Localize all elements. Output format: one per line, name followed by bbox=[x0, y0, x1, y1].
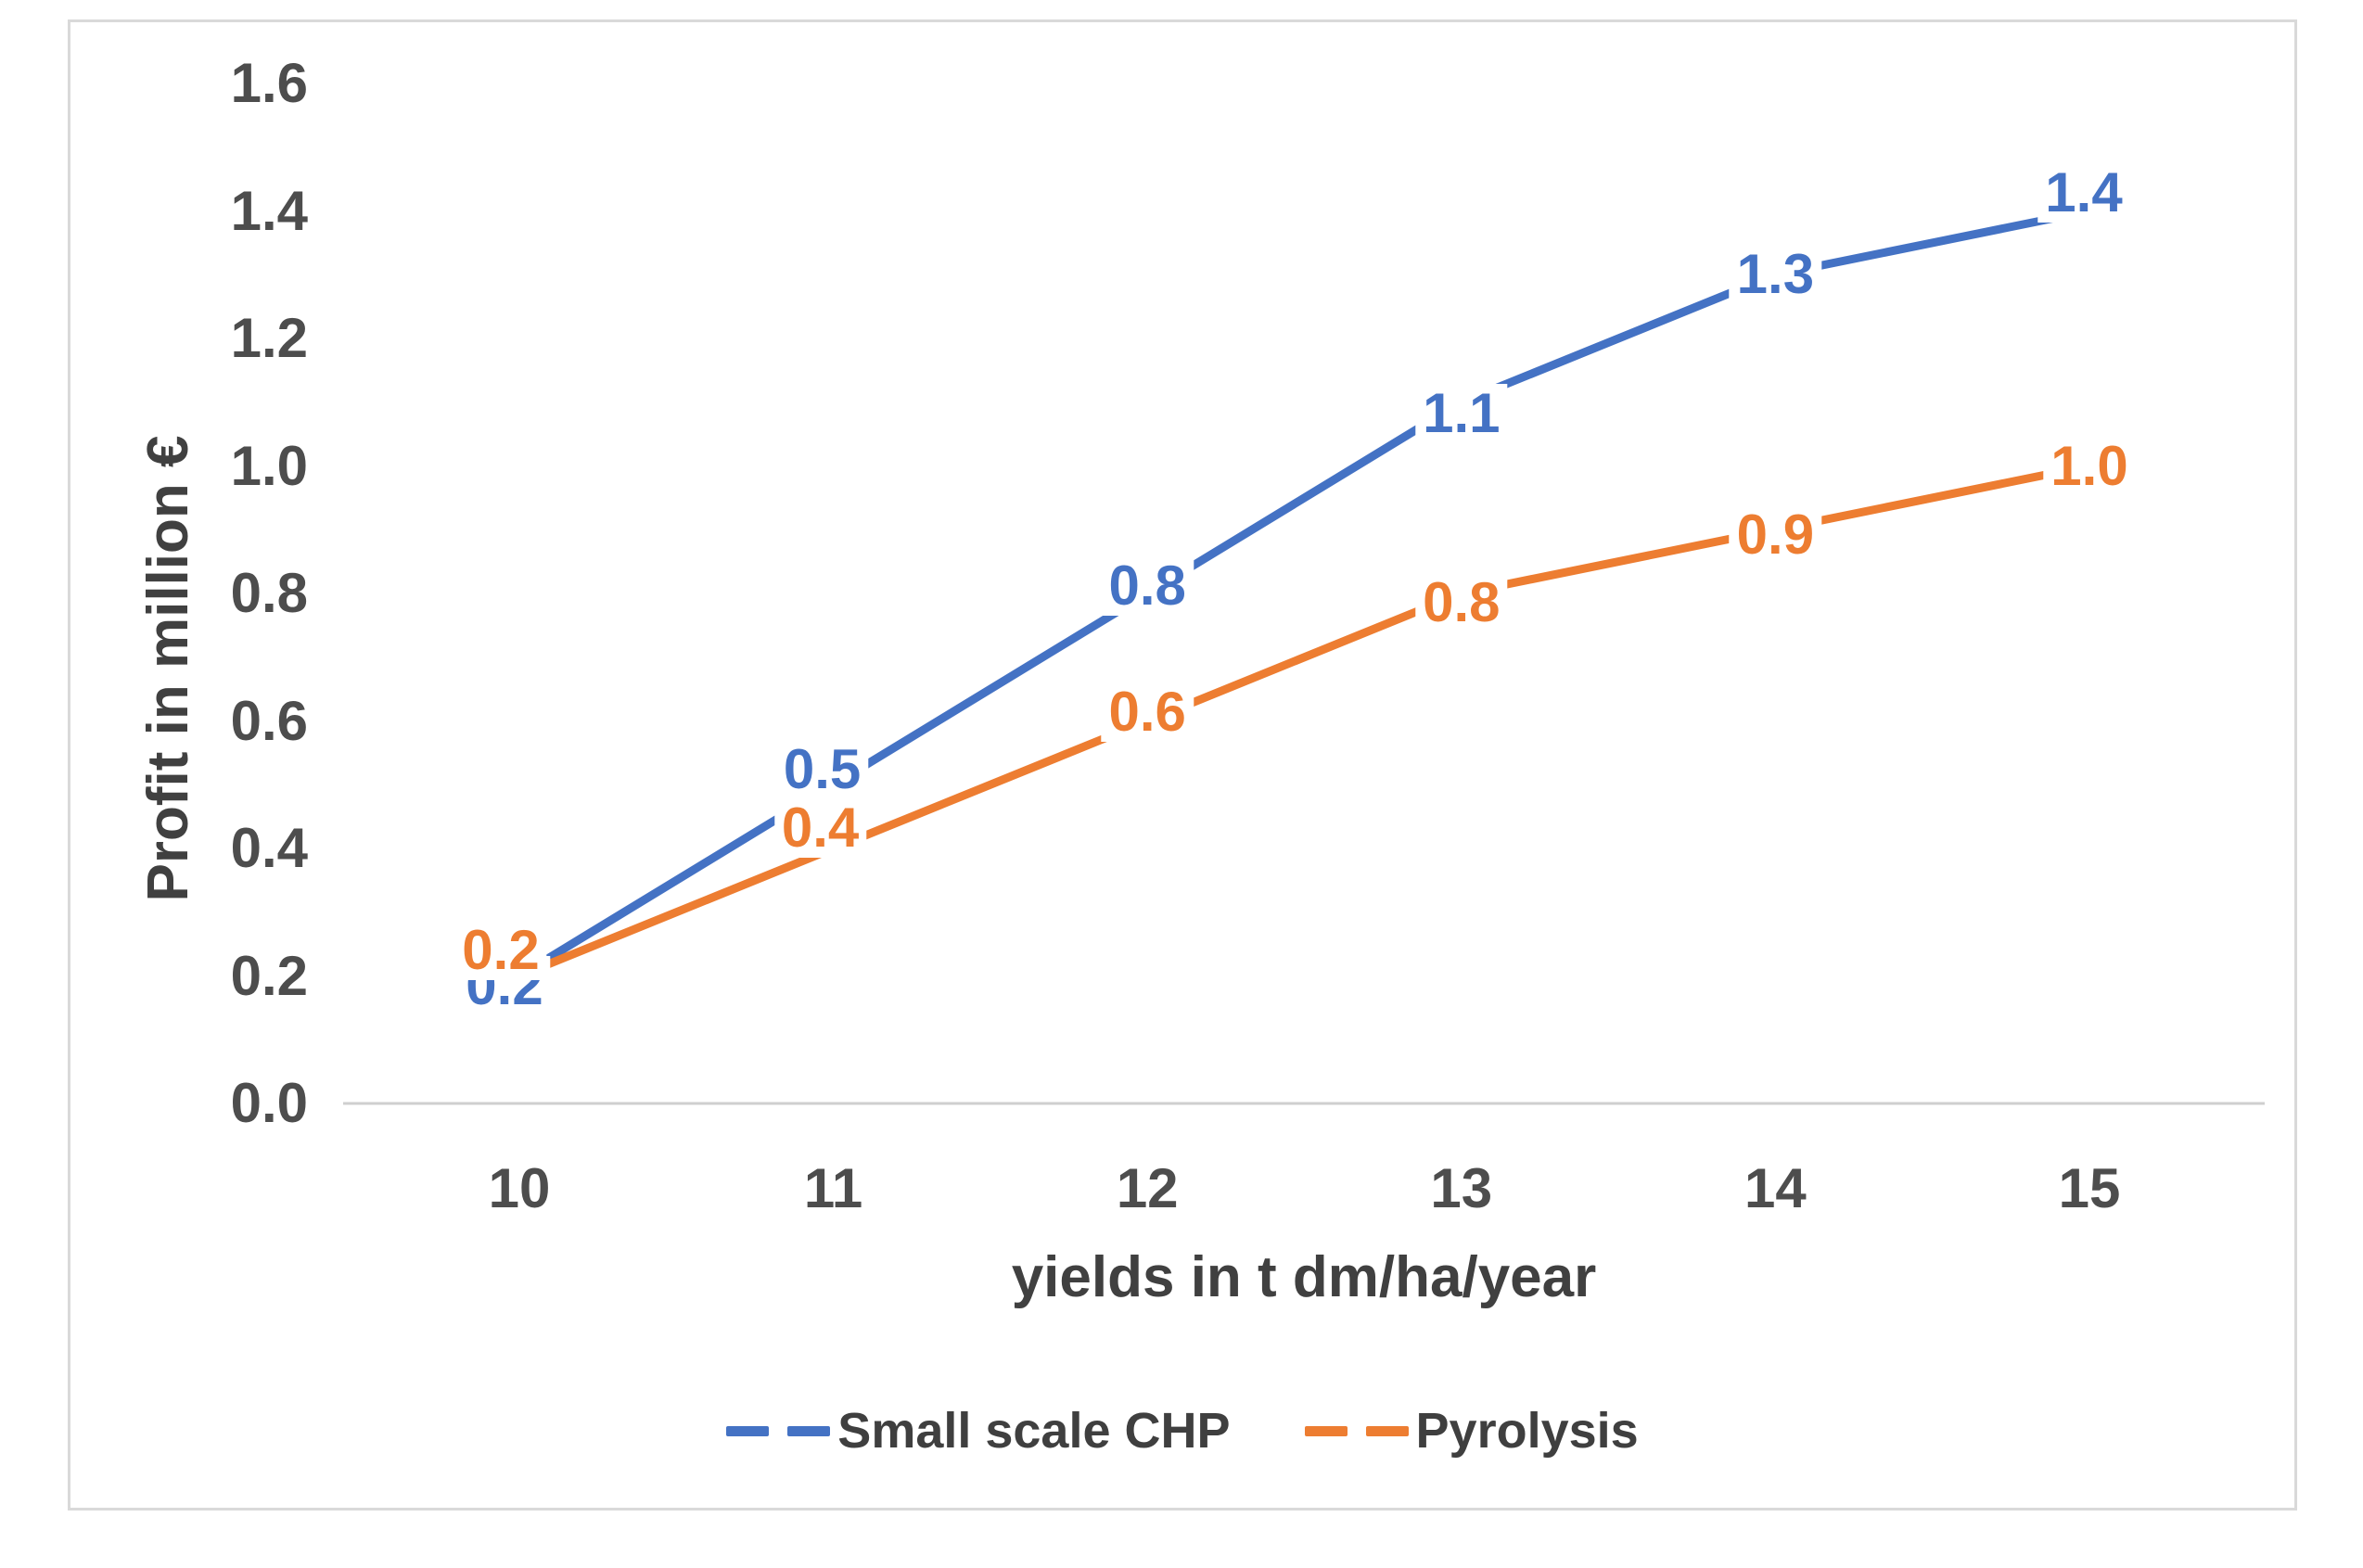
y-axis-tick-label: 0.2 bbox=[230, 944, 308, 1007]
data-label-small-scale-chp-15: 1.4 bbox=[2037, 162, 2130, 223]
data-label-pyrolysis-10: 0.2 bbox=[454, 920, 547, 980]
x-axis-title: yields in t dm/ha/year bbox=[1011, 1245, 1597, 1309]
legend-item-pyrolysis: Pyrolysis bbox=[1304, 1402, 1639, 1460]
data-label-small-scale-chp-13: 1.1 bbox=[1415, 383, 1508, 443]
data-label-pyrolysis-15: 1.0 bbox=[2043, 436, 2136, 496]
y-axis-tick-label: 0.4 bbox=[230, 817, 308, 879]
data-label-small-scale-chp-12: 0.8 bbox=[1101, 556, 1194, 616]
legend-dash-icon bbox=[787, 1425, 831, 1436]
legend-dash-icon bbox=[1365, 1425, 1409, 1436]
y-axis-tick-label: 0.6 bbox=[230, 689, 308, 752]
x-axis-tick-label: 14 bbox=[1744, 1157, 1807, 1219]
x-axis-tick-label: 11 bbox=[803, 1157, 863, 1219]
data-label-pyrolysis-11: 0.4 bbox=[773, 798, 867, 858]
x-axis-tick-label: 13 bbox=[1430, 1157, 1493, 1219]
dashed-line-icon bbox=[1304, 1425, 1409, 1436]
legend: Small scale CHP Pyrolysis bbox=[68, 1389, 2297, 1472]
data-label-small-scale-chp-11: 0.5 bbox=[775, 740, 869, 800]
legend-item-label: Pyrolysis bbox=[1415, 1403, 1639, 1459]
x-axis-tick-label: 10 bbox=[488, 1157, 551, 1219]
data-label-small-scale-chp-14: 1.3 bbox=[1729, 245, 1822, 305]
y-axis-tick-label: 1.6 bbox=[230, 52, 308, 114]
dashed-line-icon bbox=[726, 1425, 831, 1436]
data-label-pyrolysis-13: 0.8 bbox=[1415, 573, 1508, 632]
x-axis-tick-label: 15 bbox=[2058, 1157, 2121, 1219]
legend-dash-icon bbox=[1304, 1425, 1348, 1436]
x-axis-tick-label: 12 bbox=[1116, 1157, 1179, 1219]
y-axis-tick-label: 0.0 bbox=[230, 1072, 308, 1134]
y-axis-title: Profit in million € bbox=[136, 435, 200, 902]
data-label-pyrolysis-12: 0.6 bbox=[1101, 682, 1194, 742]
series-line-pyrolysis bbox=[515, 462, 2094, 980]
legend-item-small-scale-chp: Small scale CHP bbox=[726, 1402, 1231, 1460]
y-axis-tick-label: 0.8 bbox=[230, 562, 308, 624]
data-label-pyrolysis-14: 0.9 bbox=[1729, 505, 1822, 566]
chart-frame bbox=[68, 19, 2297, 1511]
series-line-small-scale-chp bbox=[515, 207, 2094, 980]
y-axis-tick-label: 1.2 bbox=[230, 307, 308, 369]
y-axis-tick-label: 1.0 bbox=[230, 434, 308, 497]
legend-item-label: Small scale CHP bbox=[837, 1403, 1231, 1459]
y-axis-tick-label: 1.4 bbox=[230, 179, 308, 242]
legend-dash-icon bbox=[726, 1425, 770, 1436]
